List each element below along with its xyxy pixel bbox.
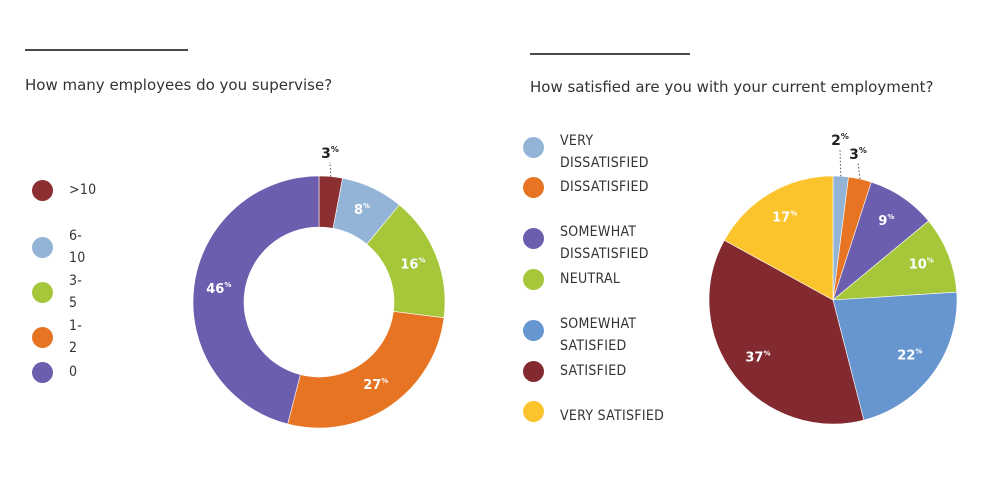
legend-swatch: [32, 236, 53, 258]
legend-swatch: [523, 176, 544, 198]
right-chart-title: How satisfied are you with your current …: [530, 78, 934, 96]
left-legend-item: >10: [32, 179, 96, 201]
right-legend-item: SOMEWHAT DISSATISFIED: [523, 211, 670, 265]
legend-label: VERY DISSATISFIED: [560, 133, 649, 171]
chart-slice: [832, 220, 958, 301]
legend-swatch: [32, 326, 53, 348]
legend-swatch: [523, 319, 544, 341]
legend-label: NEUTRAL: [560, 271, 621, 287]
donut-chart: [192, 161, 446, 429]
legend-swatch: [523, 227, 544, 249]
chart-slice: [723, 175, 834, 301]
legend-label: DISSATISFIED: [560, 179, 649, 195]
data-label: 2%: [831, 132, 849, 149]
legend-label: 6-10: [69, 228, 86, 266]
left-title-rule: [25, 49, 188, 51]
legend-label: 1-2: [69, 318, 83, 356]
chart-slice: [192, 175, 320, 425]
data-label: 3%: [321, 145, 339, 162]
leader-line: [857, 162, 861, 180]
left-legend-item: 6-10: [32, 225, 86, 269]
right-legend-item: NEUTRAL: [523, 268, 620, 290]
chart-slice: [708, 239, 865, 425]
legend-label: SOMEWHAT DISSATISFIED: [560, 224, 649, 262]
legend-swatch: [523, 268, 544, 290]
legend-swatch: [32, 281, 53, 303]
legend-swatch: [523, 360, 544, 382]
legend-swatch: [523, 400, 544, 422]
left-legend-item: 1-2: [32, 315, 82, 359]
legend-label: >10: [69, 182, 97, 198]
legend-swatch: [523, 137, 544, 158]
left-chart-title: How many employees do you supervise?: [25, 76, 333, 94]
right-legend-item: VERY DISSATISFIED: [523, 120, 670, 174]
legend-label: 0: [69, 364, 78, 380]
chart-slice: [287, 311, 445, 429]
right-legend-item: SATISFIED: [523, 360, 627, 382]
legend-label: SOMEWHAT SATISFIED: [560, 316, 637, 354]
leader-line: [329, 161, 332, 177]
left-legend-item: 0: [32, 361, 77, 383]
legend-label: 3-5: [69, 273, 83, 311]
chart-slice: [832, 291, 958, 421]
data-label: 3%: [849, 146, 867, 163]
legend-swatch: [32, 361, 53, 383]
right-legend-item: VERY SATISFIED: [523, 395, 670, 427]
pie-chart: [708, 148, 958, 425]
leader-line: [839, 148, 842, 177]
legend-label: SATISFIED: [560, 363, 627, 379]
legend-swatch: [32, 179, 53, 201]
right-legend-item: DISSATISFIED: [523, 176, 649, 198]
legend-label: VERY SATISFIED: [560, 408, 665, 424]
right-title-rule: [530, 53, 690, 55]
left-legend-item: 3-5: [32, 270, 82, 314]
right-legend-item: SOMEWHAT SATISFIED: [523, 303, 670, 357]
